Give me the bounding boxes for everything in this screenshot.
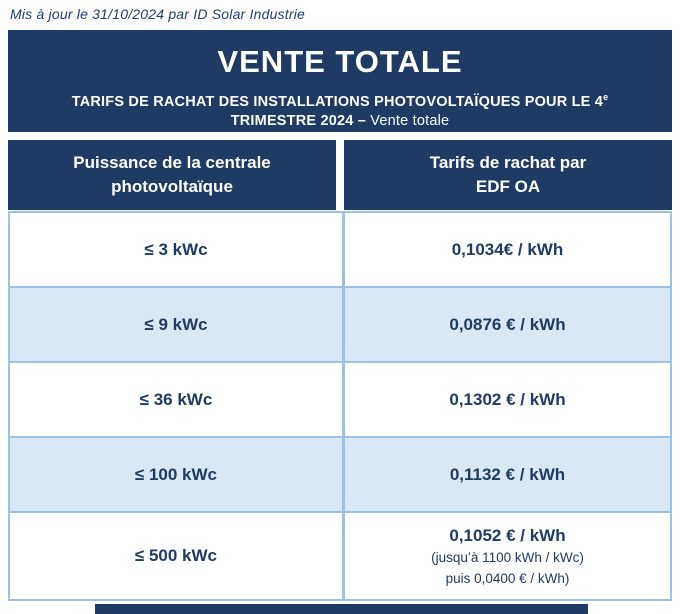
tariff-note-threshold: (jusqu’à 1100 kWh / kWc) — [431, 549, 584, 565]
subtitle-line1: TARIFS DE RACHAT DES INSTALLATIONS PHOTO… — [71, 93, 604, 110]
subtitle-superscript: e — [603, 92, 609, 102]
page-subtitle: TARIFS DE RACHAT DES INSTALLATIONS PHOTO… — [8, 88, 672, 131]
table-row: ≤ 3 kWc 0,1034€ / kWh — [10, 213, 670, 286]
tariff-note-after: puis 0,0400 € / kWh) — [445, 570, 570, 586]
column-header-power-line2: photovoltaïque — [111, 177, 233, 196]
table-row: ≤ 100 kWc 0,1132 € / kWh — [10, 436, 670, 511]
power-cell: ≤ 100 kWc — [134, 464, 218, 484]
power-cell: ≤ 36 kWc — [139, 389, 213, 409]
tariff-cell: 0,0876 € / kWh — [341, 288, 670, 361]
power-cell: ≤ 500 kWc — [134, 546, 218, 565]
power-cell: ≤ 9 kWc — [144, 314, 208, 334]
page-title: VENTE TOTALE — [217, 44, 463, 79]
subtitle-line2-bold: TRIMESTRE 2024 – — [230, 112, 371, 129]
column-header-power: Puissance de la centrale photovoltaïque — [8, 140, 336, 210]
title-banner: VENTE TOTALE TARIFS DE RACHAT DES INSTAL… — [8, 30, 672, 132]
column-header-tariff: Tarifs de rachat par EDF OA — [344, 140, 672, 210]
tariff-cell: 0,1052 € / kWh (jusqu’à 1100 kWh / kWc) … — [341, 513, 670, 599]
power-cell: ≤ 3 kWc — [144, 239, 208, 259]
subtitle-line2-regular: Vente totale — [370, 112, 450, 129]
table-header-row: Puissance de la centrale photovoltaïque … — [8, 140, 672, 210]
column-header-tariff-line1: Tarifs de rachat par — [429, 153, 587, 172]
column-header-power-line1: Puissance de la centrale — [73, 153, 271, 172]
tariff-cell: 0,1132 € / kWh — [341, 438, 670, 511]
tariff-table: ≤ 3 kWc 0,1034€ / kWh ≤ 9 kWc 0,0876 € /… — [8, 211, 672, 601]
update-note: Mis à jour le 31/10/2024 par ID Solar In… — [10, 6, 305, 22]
tariff-cell: 0,1302 € / kWh — [341, 363, 670, 436]
column-header-tariff-line2: EDF OA — [475, 177, 541, 196]
tariff-value: 0,1052 € / kWh — [449, 525, 566, 545]
table-row: ≤ 36 kWc 0,1302 € / kWh — [10, 361, 670, 436]
table-row: ≤ 9 kWc 0,0876 € / kWh — [10, 286, 670, 361]
next-table-top-edge — [95, 604, 588, 614]
tariff-cell: 0,1034€ / kWh — [341, 213, 670, 286]
table-row: ≤ 500 kWc 0,1052 € / kWh (jusqu’à 1100 k… — [10, 511, 670, 599]
